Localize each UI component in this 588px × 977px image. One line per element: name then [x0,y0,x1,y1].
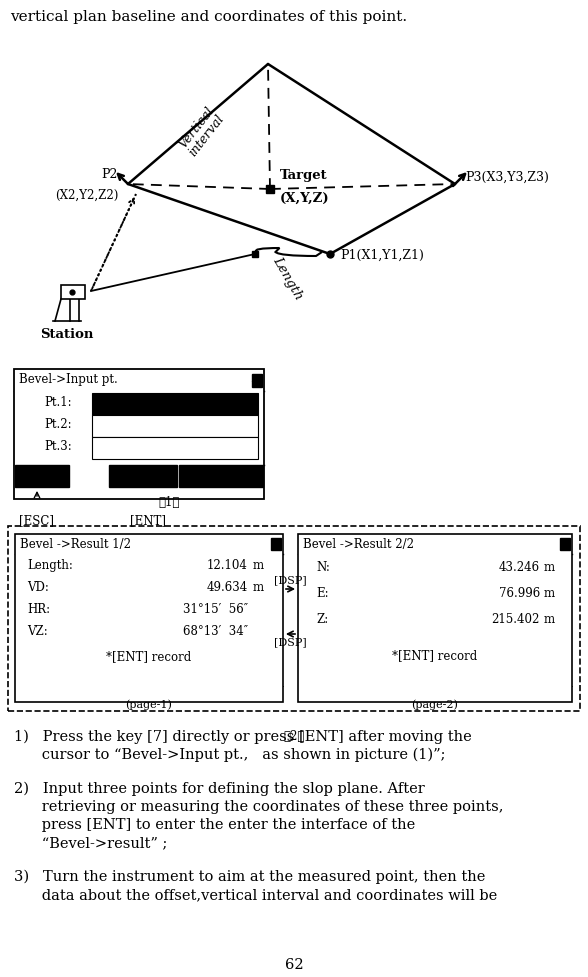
Text: Length: Length [270,254,306,302]
Text: P2: P2 [102,168,118,181]
Text: Bevel ->Result 2/2: Bevel ->Result 2/2 [303,537,414,550]
Text: N:: N: [316,561,330,573]
Text: cursor to “Bevel->Input pt.,   as shown in picture (1)”;: cursor to “Bevel->Input pt., as shown in… [14,747,446,762]
Text: POINT3: POINT3 [151,443,199,456]
Text: 2)   Input three points for defining the slop plane. After: 2) Input three points for defining the s… [14,782,425,795]
Text: 31°15′  56″: 31°15′ 56″ [183,603,248,616]
Text: POINT1: POINT1 [151,399,199,412]
Text: *[ENT] record: *[ENT] record [392,649,477,661]
Text: VZ:: VZ: [27,624,48,637]
Text: Pt.2:: Pt.2: [44,417,72,431]
Text: Station: Station [41,327,93,341]
Text: A: A [252,372,260,384]
Bar [252,374,262,388]
Bar [560,538,570,550]
Text: 76.996: 76.996 [499,586,540,599]
Text: 68°13′  34″: 68°13′ 34″ [183,624,248,637]
Bar [92,394,258,415]
Text: Length:: Length: [27,559,73,572]
Text: [DSP]: [DSP] [274,574,307,584]
Text: KNOWN: KNOWN [115,471,171,484]
Bar [15,534,283,702]
Text: data about the offset,vertical interval and coordinates will be: data about the offset,vertical interval … [14,887,497,901]
Text: POINT2: POINT2 [151,421,199,434]
Text: MEAS: MEAS [22,471,62,484]
Text: P1(X1,Y1,Z1): P1(X1,Y1,Z1) [340,248,424,261]
Bar [61,285,85,300]
Text: ENT: ENT [207,471,235,484]
Text: *[ENT] record: *[ENT] record [106,650,192,662]
Text: Bevel->Input pt.: Bevel->Input pt. [19,372,118,386]
Text: Target: Target [280,169,328,182]
Bar [8,527,580,711]
Bar [298,534,572,702]
Text: 1)   Press the key [7] directly or press [ENT] after moving the: 1) Press the key [7] directly or press [… [14,729,472,743]
Text: 43.246: 43.246 [499,561,540,573]
Text: 62: 62 [285,957,303,971]
Text: “Bevel->result” ;: “Bevel->result” ; [14,835,168,849]
Text: Pt.1:: Pt.1: [44,396,72,408]
Text: （1）: （1） [158,495,180,508]
Bar [271,538,281,550]
Text: 49.634: 49.634 [207,580,248,593]
Bar [179,465,263,488]
Text: retrieving or measuring the coordinates of these three points,: retrieving or measuring the coordinates … [14,799,503,813]
Bar [14,369,264,499]
Text: Pt.3:: Pt.3: [44,440,72,452]
Text: 12.104: 12.104 [207,559,248,572]
Text: HR:: HR: [27,603,50,616]
Bar [92,415,258,438]
Text: m: m [253,580,264,593]
Text: 215.402: 215.402 [492,613,540,625]
Text: (page-2): (page-2) [412,699,459,709]
Text: （2）: （2） [283,729,305,743]
Text: 3)   Turn the instrument to aim at the measured point, then the: 3) Turn the instrument to aim at the mea… [14,870,485,883]
Text: Z:: Z: [316,613,328,625]
Text: m: m [544,586,555,599]
Text: (X,Y,Z): (X,Y,Z) [280,191,330,205]
Bar [92,438,258,459]
Text: m: m [253,559,264,572]
Text: Vertical
interval: Vertical interval [176,105,228,159]
Text: press [ENT] to enter the enter the interface of the: press [ENT] to enter the enter the inter… [14,817,415,831]
Text: (page-1): (page-1) [126,699,172,709]
Text: m: m [544,561,555,573]
Text: (X2,Y2,Z2): (X2,Y2,Z2) [55,189,118,202]
Bar [109,465,177,488]
Text: E:: E: [316,586,329,599]
Text: Bevel ->Result 1/2: Bevel ->Result 1/2 [20,537,131,550]
Text: m: m [544,613,555,625]
Text: vertical plan baseline and coordinates of this point.: vertical plan baseline and coordinates o… [10,10,407,24]
Text: VD:: VD: [27,580,49,593]
Text: [ENT]: [ENT] [130,514,166,527]
Text: [ESC]: [ESC] [19,514,55,527]
Text: P3(X3,Y3,Z3): P3(X3,Y3,Z3) [465,170,549,184]
Bar [15,465,69,488]
Text: [DSP]: [DSP] [274,636,307,647]
